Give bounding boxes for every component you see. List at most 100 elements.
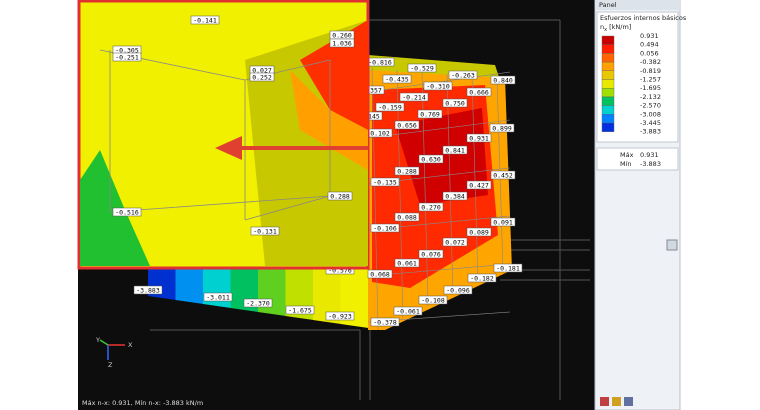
value-label: -0.816 (368, 59, 392, 67)
symbol: n (600, 23, 604, 31)
legend-value: -2.570 (640, 102, 661, 110)
label-box (442, 191, 468, 201)
arrow-head (215, 136, 242, 160)
label-box (367, 269, 393, 279)
value-label: 0.091 (493, 219, 513, 227)
inset-orange (290, 70, 368, 170)
label-box (190, 15, 220, 25)
value-label: -0.263 (451, 72, 475, 80)
legend-value: 0.056 (640, 49, 659, 57)
label-box (370, 223, 400, 233)
inset-edge (244, 195, 331, 221)
label-box (370, 177, 400, 187)
axis-y (99, 339, 109, 346)
value-label: 0.656 (397, 122, 417, 130)
value-label: 0.666 (469, 89, 489, 97)
label-box (466, 227, 492, 237)
value-label: 0.068 (370, 271, 390, 279)
label-box (325, 311, 355, 321)
value-label: -0.106 (373, 225, 397, 233)
zoom-button[interactable] (666, 239, 678, 251)
value-label: 0.750 (445, 100, 465, 108)
inset-red (300, 20, 368, 130)
legend-value: -1.257 (640, 76, 661, 84)
panel-tool[interactable] (624, 397, 633, 406)
heading: Esfuerzos internos básicos (600, 14, 687, 22)
label-box (327, 191, 353, 201)
label-box (394, 166, 420, 176)
value-label: 0.931 (469, 135, 489, 143)
value-label: -0.576 (328, 267, 352, 275)
legend-color (601, 53, 615, 63)
panel-tool[interactable] (600, 397, 609, 406)
label-box (448, 70, 478, 80)
legend-value: 0.931 (640, 32, 659, 40)
label-box (466, 87, 492, 97)
label-box (399, 92, 429, 102)
value-label: 0.630 (421, 156, 441, 164)
subscript: x (604, 27, 607, 33)
panel-header (595, 0, 680, 10)
value-label: 0.145 (360, 113, 380, 121)
value-label: 0.252 (252, 74, 272, 82)
label-box (423, 81, 453, 91)
label-box (394, 212, 420, 222)
axis-label: Z (108, 361, 113, 369)
value-label: -0.096 (446, 287, 470, 295)
legend-value: -3.008 (640, 110, 661, 118)
panel-title: Panel (599, 1, 617, 9)
legend-color (601, 87, 615, 98)
label-box (249, 72, 275, 82)
label-box (490, 217, 516, 227)
value-label: -0.516 (115, 209, 139, 217)
value-label: -0.310 (426, 83, 450, 91)
value-label: -0.135 (373, 179, 397, 187)
inset-edge (109, 195, 331, 213)
label-box (370, 317, 400, 327)
axis-label: Y (95, 336, 100, 344)
label-box (382, 74, 412, 84)
value-label: 0.102 (370, 130, 390, 138)
legend-value: -3.883 (640, 128, 661, 136)
value-label: 0.841 (445, 147, 465, 155)
value-label: 0.288 (397, 168, 417, 176)
value-label: 0.270 (421, 204, 441, 212)
legend-value: -2.132 (640, 93, 661, 101)
value-label: -0.061 (396, 308, 420, 316)
value-label: -0.141 (193, 17, 217, 25)
value-label: 0.769 (420, 111, 440, 119)
value-label: -3.011 (206, 294, 230, 302)
value-label: -0.923 (328, 313, 352, 321)
value-label: -0.251 (115, 54, 139, 62)
label-box (418, 202, 444, 212)
legend-value: 0.494 (640, 41, 659, 49)
label-box (466, 133, 492, 143)
value-label: -0.378 (373, 319, 397, 327)
label-box (442, 98, 468, 108)
status: Máx n-x: 0.931, Mín n-x: -3.883 kN/m (82, 399, 203, 407)
panel-tool[interactable] (612, 397, 621, 406)
value-label: -0.529 (410, 65, 434, 73)
value-label: 0.452 (493, 172, 513, 180)
label-box (490, 170, 516, 180)
label-box (417, 109, 443, 119)
legend-value: -0.819 (640, 67, 661, 75)
label-box (133, 285, 163, 295)
label-box (418, 154, 444, 164)
value-label: 0.076 (421, 251, 441, 259)
cell-line (396, 69, 404, 319)
legend-color (601, 105, 615, 115)
label-box (285, 305, 315, 315)
value-label: 1.036 (332, 40, 352, 48)
legend-value: -0.382 (640, 58, 661, 66)
min-value: -3.883 (640, 160, 661, 168)
value-label: 0.899 (492, 125, 512, 133)
value-label: -0.108 (421, 297, 445, 305)
value-label: -0.181 (496, 265, 520, 273)
label-box (466, 180, 492, 190)
unit: [kN/m] (609, 23, 631, 31)
stats-box (596, 147, 679, 171)
label-box (243, 298, 273, 308)
surface (175, 268, 204, 304)
